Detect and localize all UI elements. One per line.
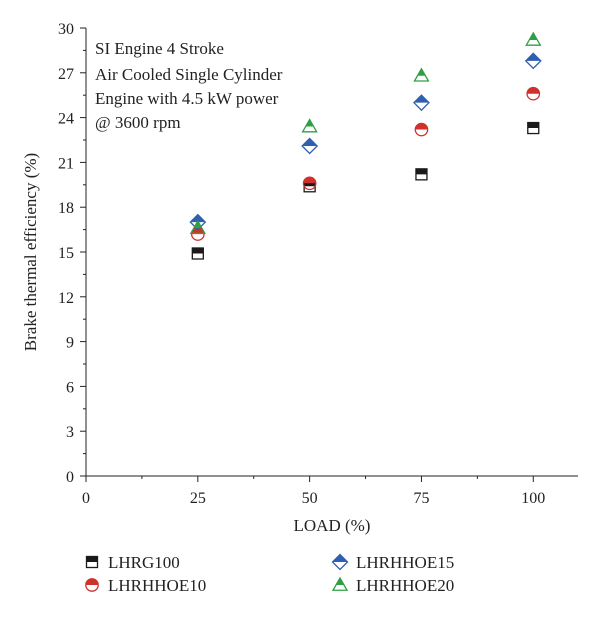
y-tick-label: 12 bbox=[58, 290, 74, 307]
legend-label: LHRHHOE20 bbox=[356, 576, 454, 595]
annotation-line: @ 3600 rpm bbox=[95, 113, 181, 132]
point-lhrg100 bbox=[415, 168, 428, 181]
legend-item: LHRHHOE10 bbox=[85, 576, 206, 595]
point-lhrhhoe20 bbox=[413, 67, 430, 82]
legend-label: LHRHHOE10 bbox=[108, 576, 206, 595]
x-tick-label: 100 bbox=[521, 490, 545, 507]
point-lhrg100 bbox=[527, 121, 540, 135]
x-tick-label: 50 bbox=[302, 490, 318, 507]
legend-label: LHRG100 bbox=[108, 553, 180, 572]
x-axis-label: LOAD (%) bbox=[294, 516, 371, 535]
legend-marker-lhrhhoe10 bbox=[85, 578, 99, 592]
y-tick-label: 9 bbox=[66, 335, 74, 352]
y-tick-label: 24 bbox=[58, 111, 74, 128]
y-tick-label: 18 bbox=[58, 200, 74, 217]
annotation-line: Engine with 4.5 kW power bbox=[95, 89, 279, 108]
y-tick-label: 27 bbox=[58, 66, 74, 83]
y-axis-label: Brake thermal efficiency (%) bbox=[21, 153, 40, 351]
annotation-line: Air Cooled Single Cylinder bbox=[95, 65, 283, 84]
legend-symbol bbox=[85, 578, 99, 592]
point-lhrhhoe20 bbox=[189, 219, 206, 235]
point-lhrg100 bbox=[191, 247, 204, 260]
legend-symbol bbox=[331, 576, 349, 591]
y-tick-label: 15 bbox=[58, 245, 74, 262]
point-lhrhhoe15 bbox=[524, 52, 542, 70]
y-tick-label: 0 bbox=[66, 469, 74, 486]
legend-marker-lhrhhoe15 bbox=[331, 553, 349, 571]
x-tick-label: 25 bbox=[190, 490, 206, 507]
point-lhrhhoe15 bbox=[189, 213, 207, 231]
y-axis: 0 3 6 9 12 15 18 21 24 27 30 bbox=[58, 21, 86, 486]
point-lhrhhoe20 bbox=[525, 31, 542, 46]
point-lhrhhoe10 bbox=[302, 176, 317, 191]
legend-marker-lhrg100 bbox=[85, 555, 99, 569]
legend-symbol bbox=[85, 555, 99, 569]
data-points bbox=[189, 31, 542, 260]
y-tick-label: 3 bbox=[66, 424, 74, 441]
y-tick-label: 6 bbox=[66, 379, 74, 396]
legend-label: LHRHHOE15 bbox=[356, 553, 454, 572]
chart-annotation: SI Engine 4 Stroke Air Cooled Single Cyl… bbox=[95, 39, 283, 132]
legend-symbol bbox=[331, 553, 349, 571]
y-tick-label: 21 bbox=[58, 155, 74, 172]
annotation-line: SI Engine 4 Stroke bbox=[95, 39, 224, 58]
point-lhrhhoe15 bbox=[301, 137, 319, 155]
point-lhrhhoe20 bbox=[301, 118, 318, 133]
point-lhrhhoe10 bbox=[414, 122, 429, 137]
legend-marker-lhrhhoe20 bbox=[331, 576, 349, 591]
point-lhrhhoe15 bbox=[413, 94, 430, 112]
x-axis: 0 25 50 75 100 bbox=[82, 476, 545, 507]
x-tick-label: 0 bbox=[82, 490, 90, 507]
legend-item: LHRHHOE15 bbox=[331, 553, 454, 572]
y-tick-label: 30 bbox=[58, 21, 74, 38]
legend: LHRG100 LHRHHOE10 LHRHHOE15 LHRHHOE20 bbox=[85, 553, 454, 595]
point-lhrhhoe10 bbox=[526, 86, 541, 101]
x-tick-label: 75 bbox=[413, 490, 429, 507]
legend-item: LHRHHOE20 bbox=[331, 576, 454, 595]
legend-item: LHRG100 bbox=[85, 553, 180, 572]
